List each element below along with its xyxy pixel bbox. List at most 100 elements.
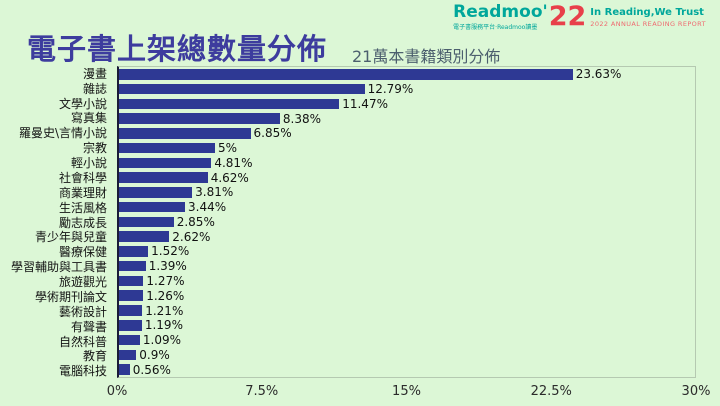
value-label: 0.56% — [132, 362, 171, 377]
bar-row: 1.19% — [119, 318, 695, 333]
bar — [119, 349, 137, 361]
value-label: 3.81% — [195, 185, 234, 200]
category-label: 羅曼史\言情小說 — [18, 126, 107, 141]
bar — [119, 275, 144, 287]
bar — [119, 187, 193, 198]
logo-tagline: 電子書服務平台·Readmoo讀墨 — [453, 24, 538, 31]
category-label: 旅遊觀光 — [58, 275, 107, 289]
bar-row: 2.85% — [119, 214, 695, 229]
bar — [119, 290, 144, 301]
category-label: 生活風格 — [58, 200, 107, 215]
value-label: 3.44% — [188, 200, 227, 215]
category-label: 勵志成長 — [58, 215, 107, 230]
category-label: 有聲書 — [70, 319, 107, 334]
value-label: 1.21% — [145, 303, 184, 318]
value-label: 4.62% — [210, 170, 249, 185]
bar-row: 4.62% — [119, 170, 695, 185]
readmoo-logo: Readmoo' 電子書服務平台·Readmoo讀墨 22 In Reading… — [453, 1, 706, 32]
bar — [119, 246, 149, 257]
bar-row: 1.09% — [119, 333, 695, 348]
bar-row: 4.81% — [119, 155, 695, 170]
value-label: 6.85% — [253, 126, 292, 141]
bar-row: 2.62% — [119, 229, 695, 244]
value-label: 2.85% — [176, 214, 215, 229]
category-label: 社會科學 — [58, 170, 107, 185]
value-label: 0.9% — [139, 347, 170, 362]
bar — [119, 201, 186, 213]
bar-row: 3.81% — [119, 185, 695, 200]
bar — [119, 142, 215, 154]
plot-area: 23.63% 12.79% 11.47% 8.38% 6.85% 5% 4.81% 4.62%… — [117, 66, 696, 378]
bar — [119, 364, 130, 375]
value-label: 1.26% — [146, 288, 185, 303]
x-tick-label: 7.5% — [245, 384, 279, 399]
category-label: 漫畫 — [82, 66, 107, 81]
bar-row: 1.27% — [119, 273, 695, 288]
category-label: 青少年與兒童 — [34, 230, 107, 245]
logo-slogan-block: In Reading,We Trust 2022 ANNUAL READING … — [590, 7, 706, 28]
category-labels: 漫畫 雜誌 文學小說 寫真集 羅曼史\言情小說 宗教 輕小說 社會科學 商業理財 生活風格 勵志成長… — [0, 66, 112, 379]
bar — [119, 69, 573, 80]
bar-row: 6.85% — [119, 126, 695, 141]
value-label: 1.19% — [144, 318, 183, 333]
x-tick-label: 22.5% — [530, 384, 572, 399]
x-tick-label: 0% — [106, 384, 128, 399]
bar — [119, 231, 170, 242]
bar-row: 1.52% — [119, 244, 695, 259]
page-title: 電子書上架總數量分佈 — [27, 32, 328, 66]
bar-row: 1.39% — [119, 259, 695, 274]
bar — [119, 172, 208, 183]
bar-row: 3.44% — [119, 200, 695, 215]
category-label: 寫真集 — [70, 111, 107, 126]
category-label: 輕小說 — [70, 156, 107, 170]
logo-brand-block: Readmoo' 電子書服務平台·Readmoo讀墨 — [453, 2, 548, 32]
bar — [119, 260, 146, 272]
bar — [119, 113, 280, 124]
bar-row: 1.21% — [119, 303, 695, 318]
bar — [119, 83, 365, 95]
category-label: 文學小說 — [58, 96, 107, 111]
category-label: 教育 — [82, 349, 107, 364]
bar-row: 23.63% — [119, 67, 695, 82]
bar-row: 8.38% — [119, 111, 695, 126]
bar — [119, 320, 142, 331]
value-label: 5% — [217, 141, 238, 156]
value-label: 1.39% — [148, 259, 187, 274]
category-label: 藝術設計 — [58, 304, 107, 319]
x-tick-label: 15% — [392, 384, 421, 399]
category-label: 醫療保健 — [58, 245, 107, 260]
value-label: 1.52% — [151, 244, 190, 259]
category-label: 自然科普 — [58, 334, 107, 349]
bar-row: 5% — [119, 141, 695, 156]
logo-brand-text: Readmoo' — [453, 2, 548, 22]
logo-year: 22 — [548, 1, 587, 32]
bar — [119, 128, 251, 139]
page-subtitle: 21萬本書籍類別分佈 — [352, 47, 501, 66]
value-label: 23.63% — [575, 67, 622, 82]
category-label: 雜誌 — [82, 81, 107, 96]
x-axis: 0% 7.5% 15% 22.5% 30% — [107, 384, 711, 402]
value-label: 1.27% — [146, 273, 185, 288]
bar — [119, 216, 174, 228]
category-label: 商業理財 — [58, 185, 107, 200]
bar-row: 0.9% — [119, 347, 695, 362]
x-tick-label: 30% — [681, 384, 711, 399]
bar — [119, 98, 340, 110]
value-label: 1.09% — [142, 333, 182, 348]
value-label: 4.81% — [214, 155, 253, 170]
bar-row: 0.56% — [119, 362, 695, 377]
value-label: 2.62% — [172, 229, 211, 244]
bar — [119, 334, 140, 346]
bar — [119, 157, 212, 169]
bar-row: 1.26% — [119, 288, 695, 303]
bar-row: 11.47% — [119, 96, 695, 111]
value-label: 12.79% — [367, 82, 414, 97]
logo-report-line: 2022 ANNUAL READING REPORT — [590, 20, 706, 28]
value-label: 8.38% — [282, 111, 322, 126]
value-label: 11.47% — [342, 96, 388, 111]
category-label: 宗教 — [82, 141, 107, 156]
category-label: 學習輔助與工具書 — [10, 260, 107, 275]
bar — [119, 305, 143, 316]
bar-row: 12.79% — [119, 82, 695, 97]
